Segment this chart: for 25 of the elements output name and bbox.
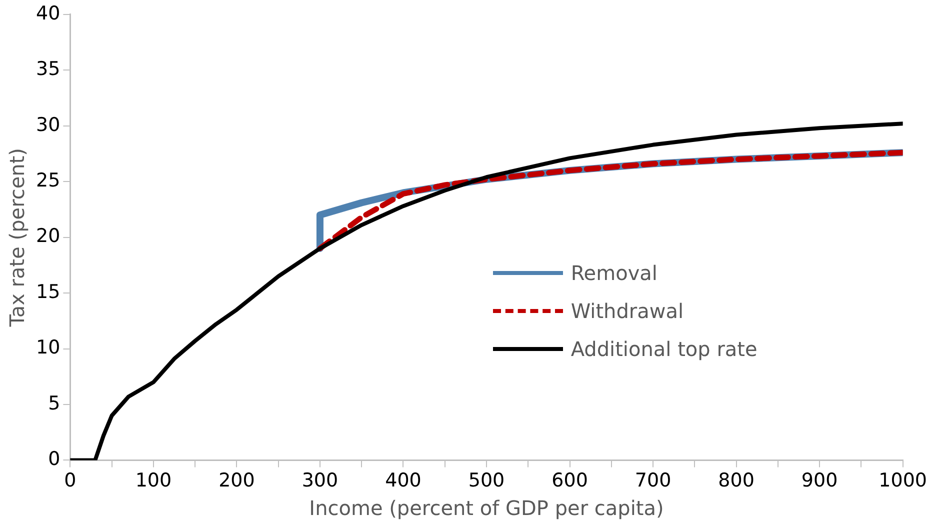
y-tick-label: 20: [36, 225, 60, 248]
y-tick-label: 10: [36, 336, 60, 359]
legend-label: Removal: [570, 261, 658, 286]
y-tick-label: 40: [36, 2, 60, 24]
y-tick-label: 35: [36, 58, 60, 80]
y-tick-label: 0: [48, 448, 60, 470]
x-tick-label: 300: [302, 470, 338, 492]
x-tick-label: 0: [64, 470, 76, 492]
y-tick-label: 25: [36, 170, 60, 192]
y-axis-title: Tax rate (percent): [5, 148, 30, 328]
x-tick-label: 200: [218, 470, 255, 492]
y-tick-label: 15: [36, 280, 60, 303]
x-tick-label: 600: [552, 470, 588, 492]
x-tick-label: 400: [385, 470, 422, 492]
x-tick-label: 900: [801, 470, 838, 492]
x-axis-title: Income (percent of GDP per capita): [309, 496, 664, 520]
x-tick-label: 100: [135, 470, 172, 492]
legend-label: Withdrawal: [570, 299, 684, 324]
x-tick-label: 700: [634, 470, 672, 492]
x-tick-label: 500: [468, 470, 505, 492]
x-tick-label: 800: [718, 470, 754, 492]
y-tick-label: 30: [36, 114, 60, 136]
x-tick-label: 1000: [878, 470, 928, 492]
legend-label: Additional top rate: [570, 337, 758, 362]
y-tick-label: 5: [48, 392, 60, 414]
